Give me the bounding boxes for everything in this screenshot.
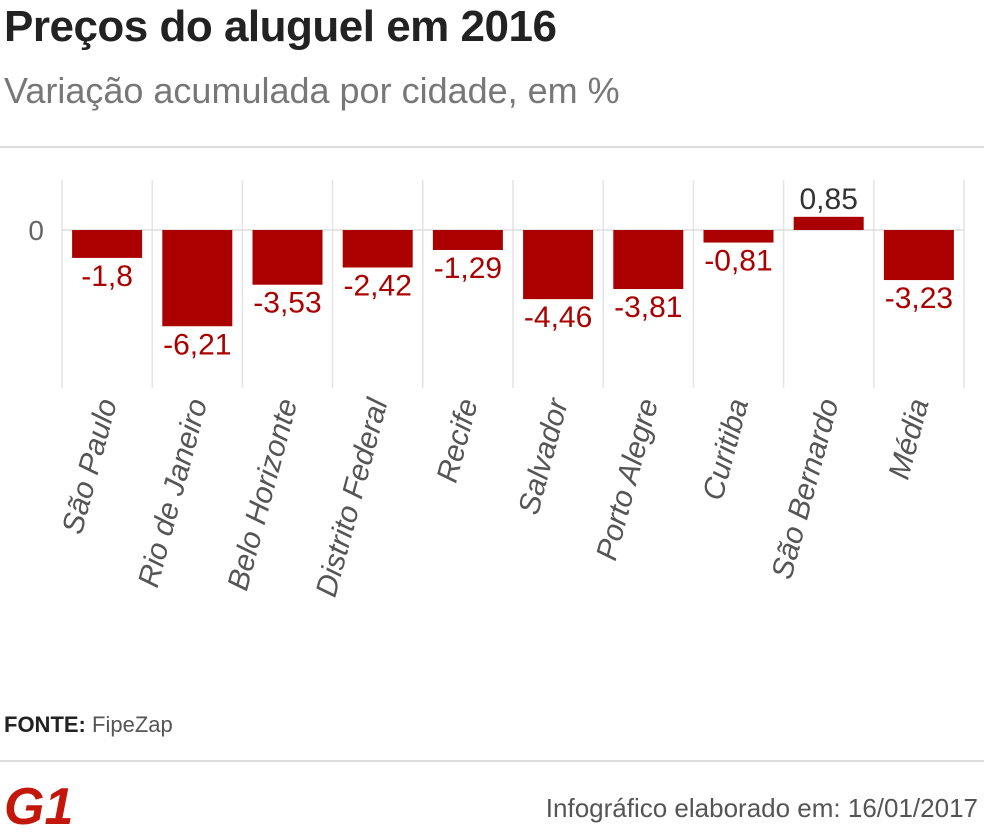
y-axis: 0 xyxy=(28,215,44,246)
y-tick-label: 0 xyxy=(28,215,44,246)
category-label: Média xyxy=(883,395,936,482)
category-label: Distrito Federal xyxy=(310,394,395,600)
category-label: Salvador xyxy=(512,394,575,518)
g1-logo: G1 xyxy=(4,780,73,828)
source-value: FipeZap xyxy=(92,712,173,737)
bar xyxy=(793,216,864,230)
value-label: -0,81 xyxy=(704,245,772,278)
value-label: -3,81 xyxy=(614,291,682,324)
top-divider xyxy=(0,146,984,148)
chart-subtitle: Variação acumulada por cidade, em % xyxy=(4,70,620,111)
bar xyxy=(162,230,233,327)
bar xyxy=(703,230,774,243)
value-label: -4,46 xyxy=(524,301,592,334)
category-label: São Bernardo xyxy=(766,395,846,582)
bar xyxy=(72,230,143,258)
chart-title: Preços do aluguel em 2016 xyxy=(4,2,557,51)
value-label: -1,29 xyxy=(434,252,502,285)
value-labels: -1,8 -6,21 -3,53 -2,42 -1,29 -4,46 -3,81 -0,81 0… xyxy=(81,183,953,361)
value-label: -6,21 xyxy=(163,328,231,361)
category-label: Belo Horizonte xyxy=(221,395,304,594)
source-note: FONTE: FipeZap xyxy=(4,712,173,738)
category-label: Rio de Janeiro xyxy=(132,395,214,590)
bars xyxy=(72,216,954,327)
value-label: -1,8 xyxy=(81,260,133,293)
bar xyxy=(432,230,503,250)
bar xyxy=(523,230,594,300)
category-label: Recife xyxy=(431,395,485,486)
value-label: -2,42 xyxy=(344,270,412,303)
category-label: São Paulo xyxy=(56,395,124,537)
bar xyxy=(252,230,323,285)
bar xyxy=(883,230,954,281)
source-label: FONTE: xyxy=(4,712,86,737)
value-label: -3,53 xyxy=(253,287,321,320)
logo-text: G1 xyxy=(4,780,73,828)
category-labels: São Paulo Rio de Janeiro Belo Horizonte Dis… xyxy=(56,394,936,600)
bar xyxy=(613,230,684,290)
footer-credit: Infográfico elaborado em: 16/01/2017 xyxy=(545,793,978,823)
value-label: -3,23 xyxy=(885,282,953,315)
category-label: Porto Alegre xyxy=(590,395,665,564)
bar xyxy=(342,230,413,268)
bar-chart: 0 -1,8 -6,21 -3,53 -2,42 -1,29 -4,46 -3,81 -0,8… xyxy=(28,180,965,600)
value-label: 0,85 xyxy=(800,183,858,216)
bottom-divider xyxy=(0,760,984,762)
category-label: Curitiba xyxy=(697,395,756,503)
